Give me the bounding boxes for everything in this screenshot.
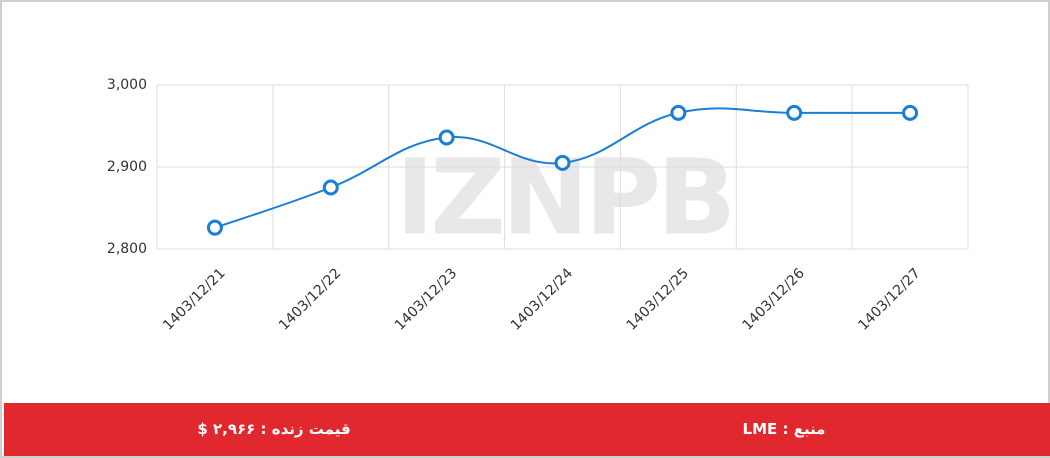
x-tick-label: 1403/12/22 (276, 265, 344, 333)
point (322, 179, 339, 196)
x-tick-label: 1403/12/21 (160, 265, 228, 333)
y-tick-label: 2,800 (107, 241, 147, 257)
watermark: IZNPB (396, 136, 733, 258)
y-tick-label: 2,900 (107, 159, 147, 175)
x-tick-label: 1403/12/26 (739, 265, 807, 333)
live-price: قیمت زنده : ۲,۹۶۶ $ (197, 420, 351, 438)
point (670, 104, 687, 121)
point (554, 154, 571, 171)
x-tick-label: 1403/12/24 (508, 265, 576, 333)
x-tick-label: 1403/12/27 (855, 265, 923, 333)
point (902, 104, 919, 121)
point (786, 104, 803, 121)
source: منبع : LME (742, 420, 826, 438)
point (438, 129, 455, 146)
x-tick-label: 1403/12/25 (624, 265, 692, 333)
chart: IZNPB 2,800 2,900 3,000 1403/12/21 1403/12/2… (107, 77, 969, 334)
y-tick-label: 3,000 (107, 77, 147, 93)
x-tick-label: 1403/12/23 (392, 265, 460, 333)
footer: قیمت زنده : ۲,۹۶۶ $ منبع : LME (4, 403, 1050, 456)
point (206, 219, 223, 236)
